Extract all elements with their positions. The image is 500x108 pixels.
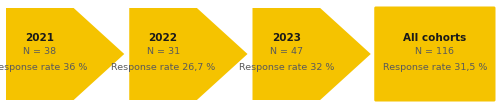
Text: 2021: 2021: [26, 33, 54, 43]
Text: All cohorts: All cohorts: [403, 33, 466, 43]
Polygon shape: [129, 8, 248, 100]
Text: Response rate 26,7 %: Response rate 26,7 %: [111, 63, 215, 71]
Polygon shape: [6, 8, 124, 100]
Text: 2022: 2022: [148, 33, 178, 43]
Polygon shape: [252, 8, 371, 100]
Text: Response rate 31,5 %: Response rate 31,5 %: [382, 63, 487, 71]
Text: N = 47: N = 47: [270, 48, 303, 56]
Text: N = 31: N = 31: [146, 48, 180, 56]
Text: N = 116: N = 116: [416, 48, 455, 56]
Text: N = 38: N = 38: [24, 48, 56, 56]
Text: Response rate 36 %: Response rate 36 %: [0, 63, 88, 71]
FancyBboxPatch shape: [374, 6, 496, 102]
Text: 2023: 2023: [272, 33, 301, 43]
Text: Response rate 32 %: Response rate 32 %: [238, 63, 334, 71]
